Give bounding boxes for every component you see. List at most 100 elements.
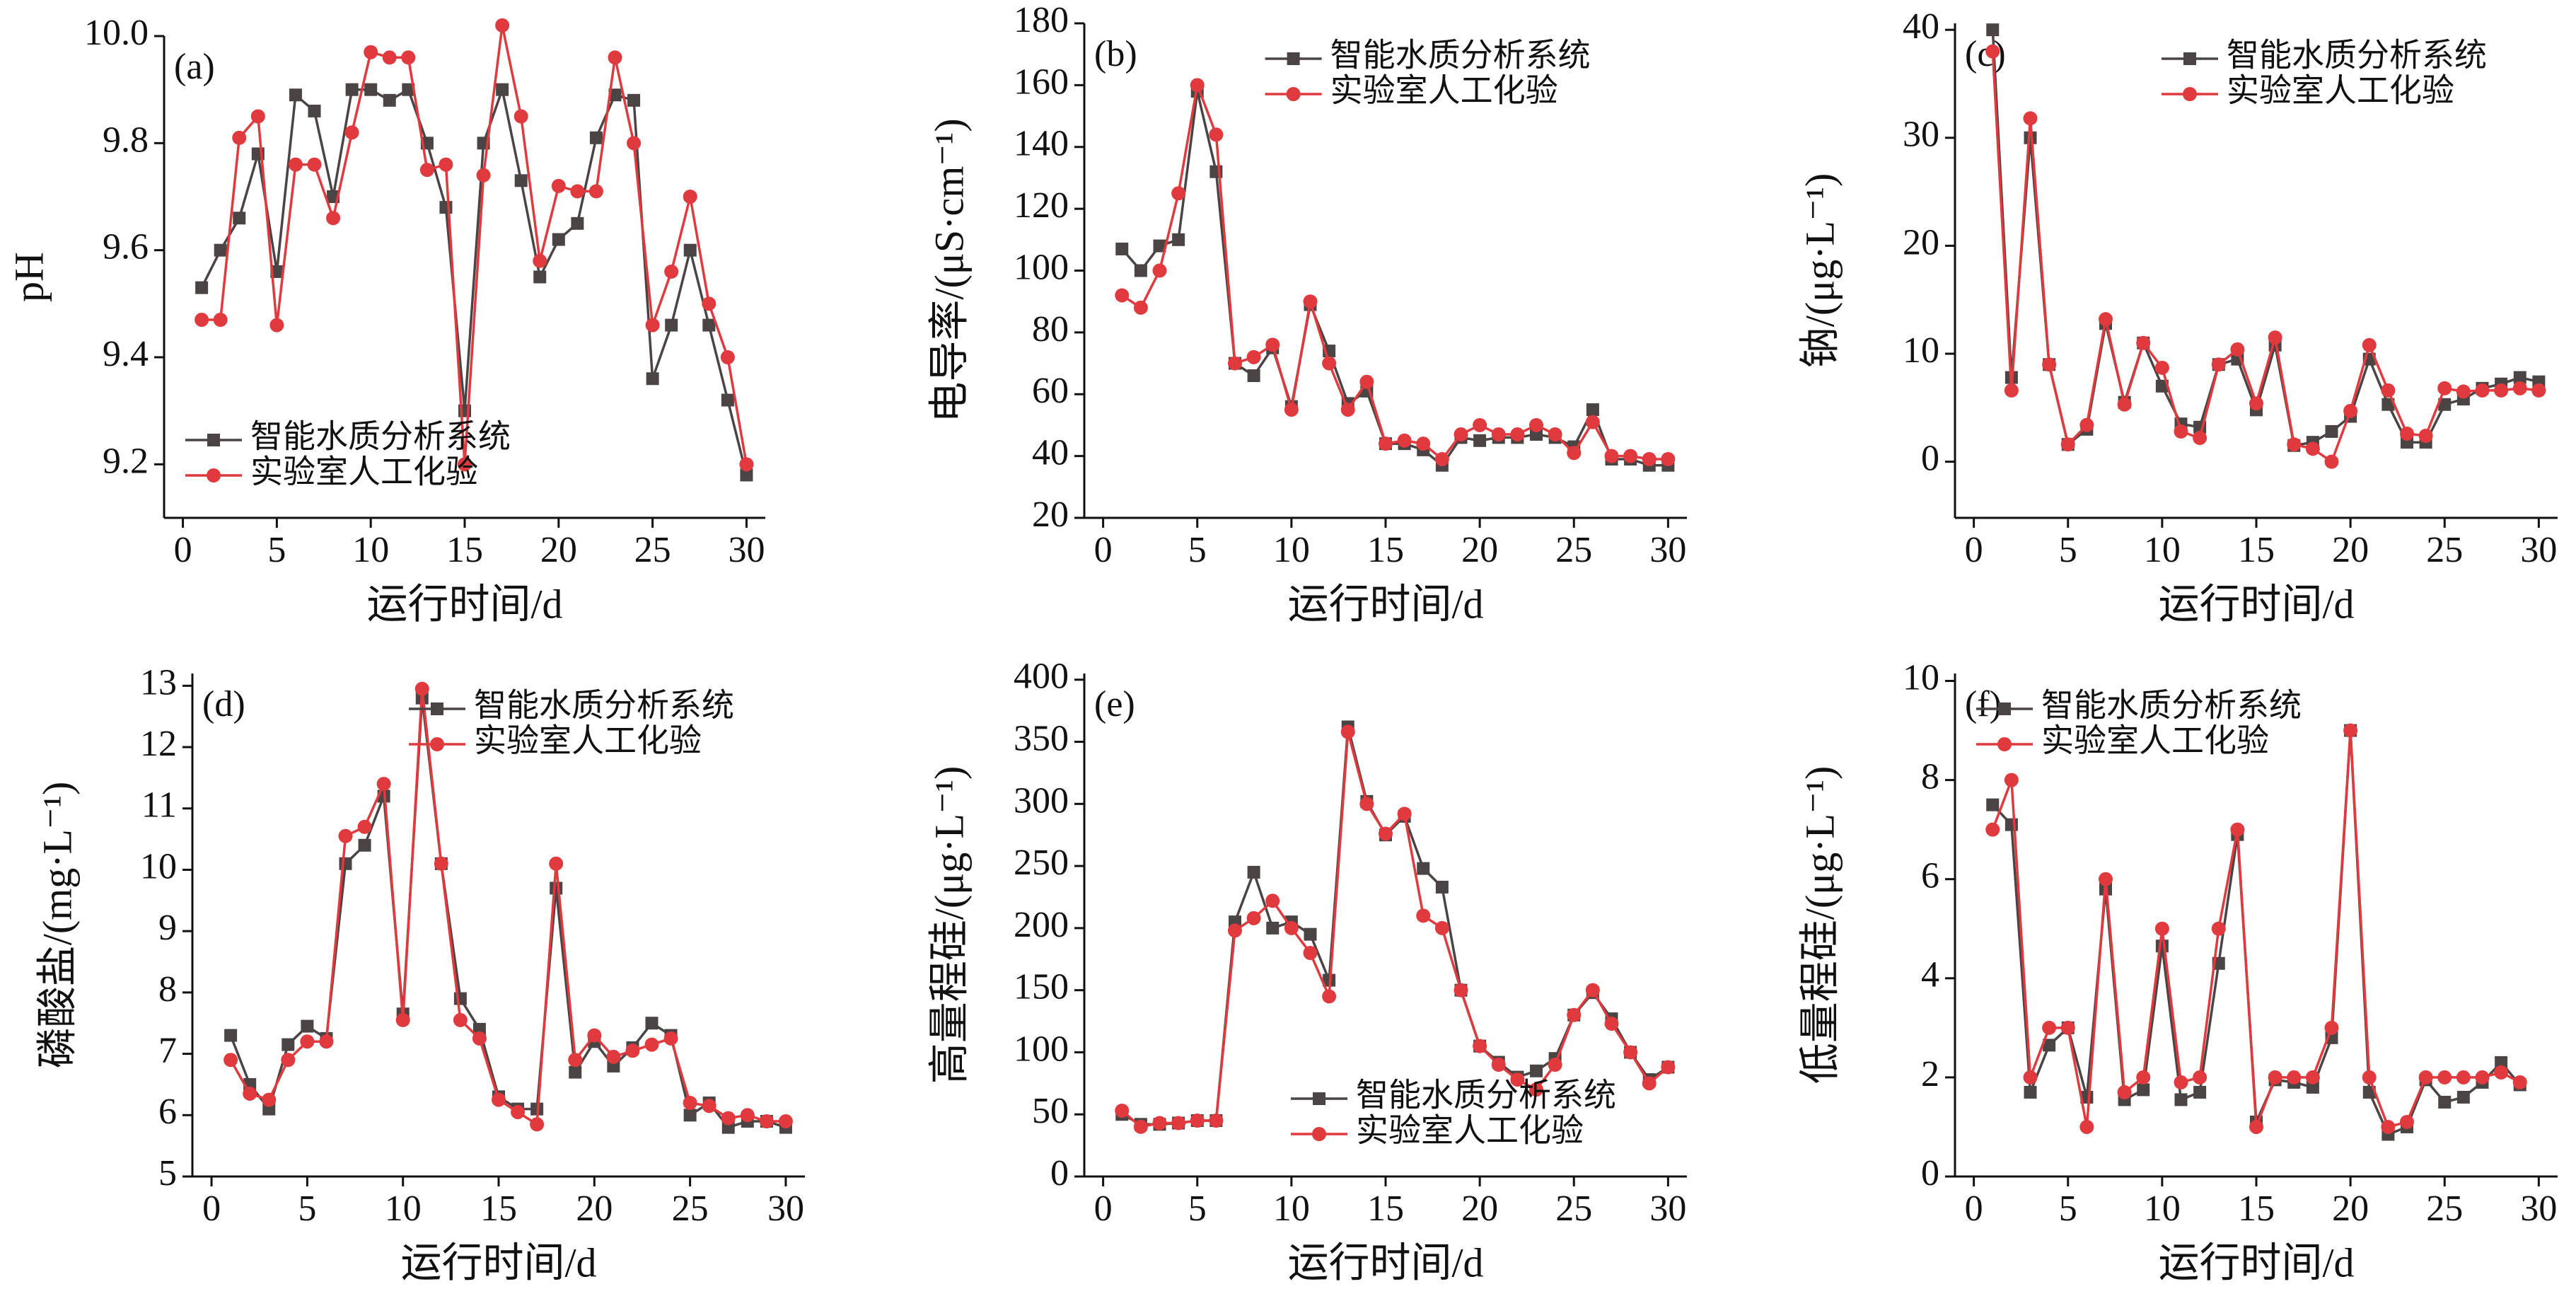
legend-marker	[1286, 87, 1301, 101]
marker	[326, 211, 341, 226]
marker	[2475, 383, 2490, 398]
legend-marker	[1312, 1127, 1326, 1141]
marker	[495, 18, 510, 33]
marker	[2249, 396, 2263, 411]
marker	[1604, 449, 1619, 463]
marker	[550, 881, 563, 895]
marker	[1397, 806, 1412, 821]
marker	[195, 313, 209, 328]
marker	[2154, 921, 2169, 936]
legend-marker	[431, 702, 443, 715]
marker	[270, 265, 284, 278]
y-tick-label: 9	[158, 908, 177, 948]
marker	[645, 1017, 658, 1030]
marker	[300, 1034, 315, 1049]
y-tick-label: 0	[1921, 1153, 1939, 1193]
y-tick-label: 400	[1014, 657, 1069, 697]
marker	[1359, 374, 1374, 389]
x-tick-label: 30	[1649, 530, 1686, 570]
x-tick-label: 10	[1273, 1189, 1310, 1229]
marker	[625, 1043, 640, 1058]
panel-label: (d)	[202, 684, 245, 724]
marker	[307, 157, 322, 172]
marker	[2512, 1075, 2527, 1089]
marker	[345, 83, 359, 96]
marker	[1434, 451, 1449, 466]
marker	[2438, 1095, 2452, 1109]
marker	[339, 857, 352, 870]
legend-marker	[1998, 702, 2011, 715]
marker	[1228, 356, 1242, 371]
marker	[1115, 1103, 1130, 1118]
marker	[308, 104, 321, 117]
y-tick-label: 50	[1032, 1091, 1069, 1131]
panel-label: (e)	[1094, 684, 1135, 724]
x-tick-label: 10	[2144, 1189, 2181, 1229]
marker	[364, 45, 378, 59]
marker	[2193, 431, 2207, 446]
x-tick-label: 30	[1649, 1189, 1686, 1229]
marker	[1661, 1060, 1676, 1075]
x-tick-label: 0	[202, 1189, 221, 1229]
marker	[2043, 1039, 2056, 1052]
marker	[587, 1028, 602, 1043]
marker	[533, 270, 547, 284]
marker	[1416, 436, 1431, 451]
marker	[1171, 1116, 1186, 1131]
y-tick-label: 7	[158, 1031, 177, 1071]
marker	[1548, 1058, 1562, 1072]
marker	[533, 253, 547, 268]
marker	[683, 243, 697, 257]
x-tick-label: 25	[2426, 1189, 2463, 1229]
marker	[778, 1114, 793, 1128]
marker	[2193, 1085, 2207, 1099]
series-line	[200, 85, 748, 475]
marker	[1190, 1114, 1205, 1128]
marker	[458, 457, 472, 472]
marker	[338, 828, 353, 843]
marker	[476, 168, 491, 183]
panel: 0 5 10 15 20 25 30050100150200250300350400运行时间…	[926, 657, 1687, 1285]
marker	[570, 184, 585, 199]
marker	[1454, 983, 1468, 998]
marker	[1171, 186, 1186, 201]
y-axis-label: 电导率/(μS·cm⁻¹)	[926, 118, 972, 422]
marker	[1284, 920, 1299, 935]
marker	[2513, 371, 2526, 384]
x-tick-label: 10	[385, 1189, 422, 1229]
marker	[250, 109, 265, 124]
y-tick-label: 160	[1014, 62, 1069, 102]
marker	[2117, 397, 2132, 412]
marker	[665, 318, 678, 332]
x-tick-label: 5	[2059, 530, 2077, 570]
marker	[608, 88, 622, 102]
y-tick-label: 250	[1014, 843, 1069, 883]
marker	[2174, 1093, 2188, 1106]
marker	[2268, 1070, 2282, 1085]
marker	[496, 83, 509, 96]
marker	[551, 178, 566, 193]
marker	[683, 190, 697, 204]
y-tick-label: 40	[1032, 433, 1069, 473]
y-tick-label: 9.2	[103, 441, 149, 481]
y-tick-label: 150	[1014, 967, 1069, 1007]
marker	[2042, 357, 2057, 372]
series-line	[1121, 80, 1669, 461]
marker	[195, 281, 209, 294]
marker	[2136, 1070, 2151, 1085]
panel-label: (b)	[1094, 34, 1137, 74]
marker	[301, 1019, 314, 1033]
marker	[2287, 1070, 2302, 1085]
marker	[1340, 724, 1355, 739]
x-tick-label: 20	[1461, 530, 1498, 570]
series-line	[1120, 91, 1669, 468]
marker	[2004, 818, 2018, 831]
legend-label: 实验室人工化验	[1356, 1113, 1584, 1149]
y-axis-label: 钠/(μg·L⁻¹)	[1797, 173, 1843, 369]
marker	[402, 83, 415, 96]
marker	[627, 93, 641, 107]
y-tick-label: 8	[1921, 757, 1939, 797]
y-tick-label: 9.4	[103, 334, 149, 374]
marker	[1322, 356, 1337, 371]
marker	[1133, 1119, 1148, 1134]
